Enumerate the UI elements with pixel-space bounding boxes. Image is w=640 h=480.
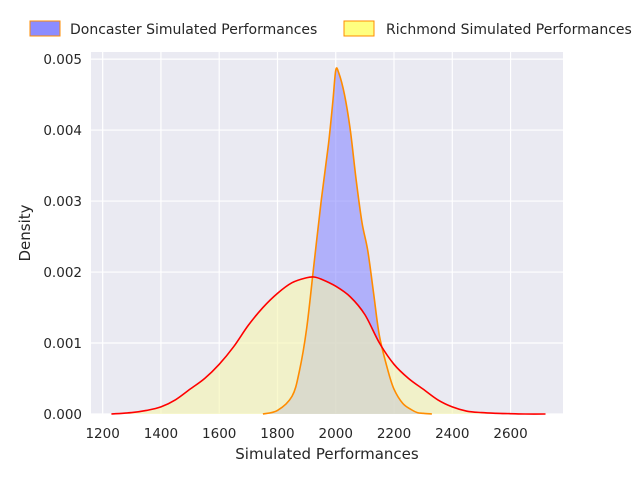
y-tick-label: 0.001	[43, 336, 82, 352]
legend-label-richmond: Richmond Simulated Performances	[386, 22, 632, 38]
legend-swatch-richmond	[343, 20, 375, 37]
x-tick-label: 1400	[144, 426, 178, 442]
y-tick-label: 0.000	[43, 407, 82, 423]
y-tick-label: 0.004	[43, 123, 82, 139]
y-axis-label: Density	[16, 204, 34, 261]
x-tick-label: 2000	[319, 426, 353, 442]
x-axis-label: Simulated Performances	[235, 445, 419, 463]
y-tick-label: 0.005	[43, 52, 82, 68]
x-tick-label: 2600	[493, 426, 527, 442]
legend: Doncaster Simulated Performances Richmon…	[29, 20, 632, 38]
x-tick-label: 2200	[377, 426, 411, 442]
legend-swatch-doncaster	[29, 20, 61, 37]
density-line-doncaster	[262, 67, 432, 415]
density-line-richmond	[111, 276, 546, 415]
y-tick-label: 0.002	[43, 265, 82, 281]
x-tick-label: 1200	[85, 426, 119, 442]
x-tick-label: 1600	[202, 426, 236, 442]
x-tick-label: 2400	[435, 426, 469, 442]
tick-labels: 1200 1400 1600 1800 2000 2200 2400 2600 0.000 0.0…	[43, 52, 527, 442]
x-tick-label: 1800	[260, 426, 294, 442]
density-area-doncaster	[262, 67, 432, 414]
density-areas	[111, 67, 546, 415]
density-area-richmond	[111, 276, 546, 415]
legend-label-doncaster: Doncaster Simulated Performances	[70, 22, 317, 38]
y-tick-label: 0.003	[43, 194, 82, 210]
